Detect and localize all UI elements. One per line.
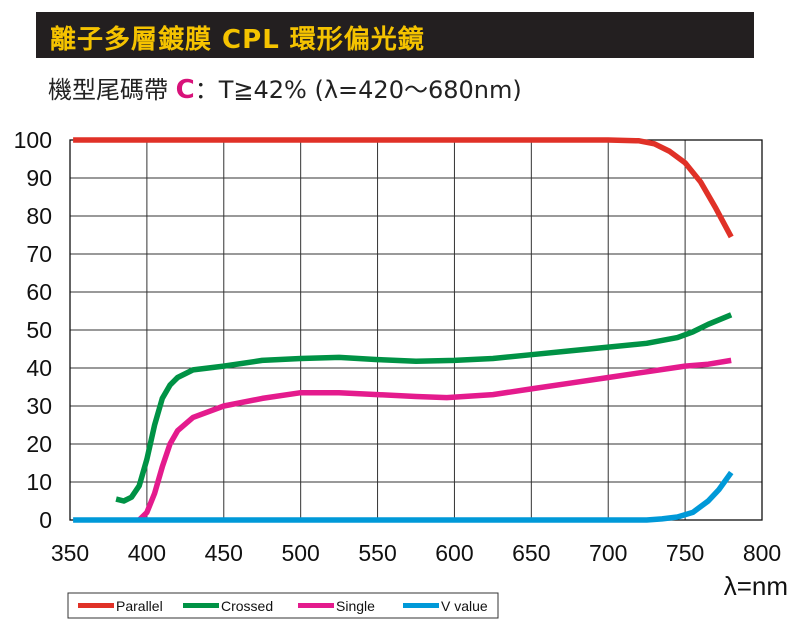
subtitle-spec: ：T≧42% (λ=420～680nm) <box>194 76 522 104</box>
y-tick-label: 40 <box>26 355 52 381</box>
y-tick-label: 60 <box>26 279 52 305</box>
model-code: C <box>175 75 195 105</box>
legend-label: Single <box>336 598 375 614</box>
subtitle: 機型尾碼帶 C：T≧42% (λ=420～680nm) <box>48 70 522 105</box>
y-tick-label: 0 <box>39 507 52 533</box>
legend: Parallel Crossed Single V value <box>67 592 499 619</box>
x-tick-label: 400 <box>128 540 166 566</box>
y-axis: 0 10 20 30 40 50 60 70 80 90 100 <box>14 127 52 533</box>
title-banner: 離子多層鍍膜 CPL 環形偏光鏡 <box>36 12 754 58</box>
y-tick-label: 50 <box>26 317 52 343</box>
series-layer <box>73 137 734 523</box>
series-line-parallel <box>73 137 734 239</box>
x-tick-label: 350 <box>51 540 89 566</box>
x-tick-label: 650 <box>512 540 550 566</box>
legend-label: Parallel <box>116 598 163 614</box>
x-tick-label: 800 <box>743 540 781 566</box>
y-tick-label: 10 <box>26 469 52 495</box>
grid <box>69 139 763 521</box>
legend-label: Crossed <box>221 598 273 614</box>
y-tick-label: 80 <box>26 203 52 229</box>
y-tick-label: 20 <box>26 431 52 457</box>
series-line-v-value <box>73 470 734 523</box>
series-line-single <box>137 357 732 522</box>
x-tick-label: 550 <box>358 540 396 566</box>
x-axis-label: λ=nm <box>724 571 788 601</box>
x-axis: 350 400 450 500 550 600 650 700 750 800 <box>51 540 781 566</box>
x-tick-label: 450 <box>205 540 243 566</box>
y-tick-label: 90 <box>26 165 52 191</box>
x-tick-label: 500 <box>281 540 319 566</box>
y-tick-label: 100 <box>14 127 52 153</box>
y-tick-label: 70 <box>26 241 52 267</box>
chart-title: 離子多層鍍膜 CPL 環形偏光鏡 <box>50 25 425 55</box>
legend-label: V value <box>441 598 488 614</box>
y-tick-label: 30 <box>26 393 52 419</box>
series-line-crossed <box>115 312 733 504</box>
subtitle-prefix: 機型尾碼帶 <box>48 76 168 104</box>
x-tick-label: 750 <box>666 540 704 566</box>
x-tick-label: 600 <box>435 540 473 566</box>
x-tick-label: 700 <box>589 540 627 566</box>
